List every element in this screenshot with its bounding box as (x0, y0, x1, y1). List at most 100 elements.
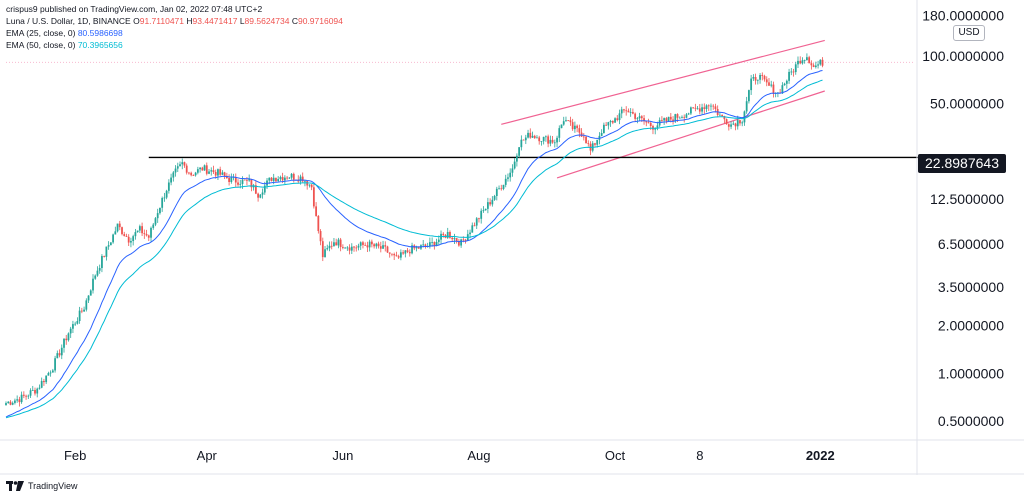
candle-body (582, 136, 585, 138)
candle-body (337, 239, 340, 246)
candle-body (455, 238, 458, 242)
candle-body (16, 399, 19, 401)
candle-body (185, 165, 188, 173)
candle-body (424, 244, 427, 247)
candle-body (661, 119, 663, 121)
candle-body (495, 188, 498, 197)
ema50-legend[interactable]: EMA (50, close, 0) 70.3965656 (6, 40, 123, 51)
candle-body (74, 323, 77, 325)
candle-body (395, 255, 398, 257)
candle-body (321, 241, 324, 258)
y-tick-label: 1.0000000 (938, 365, 1004, 381)
candle-body (473, 225, 476, 227)
candle-body (121, 227, 123, 235)
candle-body (797, 60, 799, 65)
candle-body (723, 116, 726, 120)
candle-body (730, 124, 732, 127)
y-tick-label: 2.0000000 (938, 318, 1004, 334)
y-tick-label: 3.5000000 (938, 279, 1004, 295)
y-tick-label: 100.0000000 (922, 48, 1004, 64)
candle-body (89, 290, 92, 296)
candle-body (7, 401, 10, 404)
candle-body (781, 85, 784, 94)
candle-body (310, 184, 313, 188)
candle-body (531, 135, 534, 138)
ema25-legend[interactable]: EMA (25, close, 0) 80.5986698 (6, 28, 123, 39)
candle-body (223, 172, 226, 176)
candle-body (143, 233, 146, 235)
candle-body (275, 177, 277, 182)
candle-body (810, 63, 813, 66)
candle-body (631, 112, 634, 114)
candle-body (272, 177, 275, 181)
candle-body (656, 125, 659, 129)
candle-body (279, 177, 282, 180)
candle-body (674, 114, 677, 122)
candle-body (685, 114, 688, 118)
candle-body (214, 172, 217, 176)
candle-body (475, 218, 478, 226)
candle-body (462, 239, 465, 241)
x-tick-label: 8 (696, 448, 703, 463)
candle-body (649, 122, 652, 126)
candle-body (373, 244, 376, 247)
candle-body (208, 171, 210, 174)
candle-body (114, 231, 117, 235)
candle-body (417, 247, 420, 249)
candle-body (478, 218, 480, 220)
candle-body (161, 198, 164, 208)
candle-body (370, 241, 373, 245)
candle-body (556, 137, 558, 143)
currency-badge[interactable]: USD (953, 25, 985, 41)
candle-body (101, 256, 103, 268)
candle-body (404, 250, 407, 254)
candle-body (60, 347, 63, 356)
candle-body (234, 177, 237, 183)
candle-body (335, 242, 338, 246)
candle-body (109, 242, 112, 246)
candle-body (562, 121, 565, 125)
candle-body (587, 143, 590, 144)
ema25-line (5, 70, 823, 418)
candle-body (350, 246, 353, 251)
candle-body (553, 142, 556, 144)
candle-body (585, 136, 587, 144)
candle-body (515, 155, 518, 162)
candle-body (43, 380, 45, 383)
candle-body (241, 179, 244, 184)
candle-body (263, 185, 266, 193)
candle-body (319, 231, 322, 242)
candle-body (605, 124, 608, 126)
candle-body (326, 248, 329, 250)
candle-body (678, 117, 681, 119)
candle-body (141, 226, 143, 234)
candle-body (808, 57, 811, 64)
candle-body (212, 170, 215, 173)
candle-body (391, 253, 393, 255)
candle-body (739, 120, 741, 124)
candle-body (388, 252, 391, 254)
candle-body (107, 245, 110, 247)
candle-body (643, 118, 645, 122)
candle-body (620, 109, 623, 114)
candle-body (544, 136, 547, 138)
candle-body (817, 64, 819, 66)
candle-body (527, 132, 529, 138)
candle-body (45, 375, 48, 383)
candle-body (573, 125, 576, 130)
tradingview-footer[interactable]: TradingView (6, 481, 78, 491)
candle-body (268, 177, 271, 181)
candle-body (22, 394, 25, 396)
candle-body (172, 172, 175, 178)
candle-body (687, 113, 690, 115)
candle-body (183, 162, 186, 166)
candle-body (147, 235, 150, 238)
candle-body (551, 139, 554, 143)
candle-body (647, 122, 650, 124)
ema-lines (5, 70, 823, 419)
x-tick-label: Aug (467, 448, 490, 463)
candle-body (330, 245, 333, 247)
tradingview-brand: TradingView (28, 481, 78, 491)
candle-body (205, 165, 208, 174)
